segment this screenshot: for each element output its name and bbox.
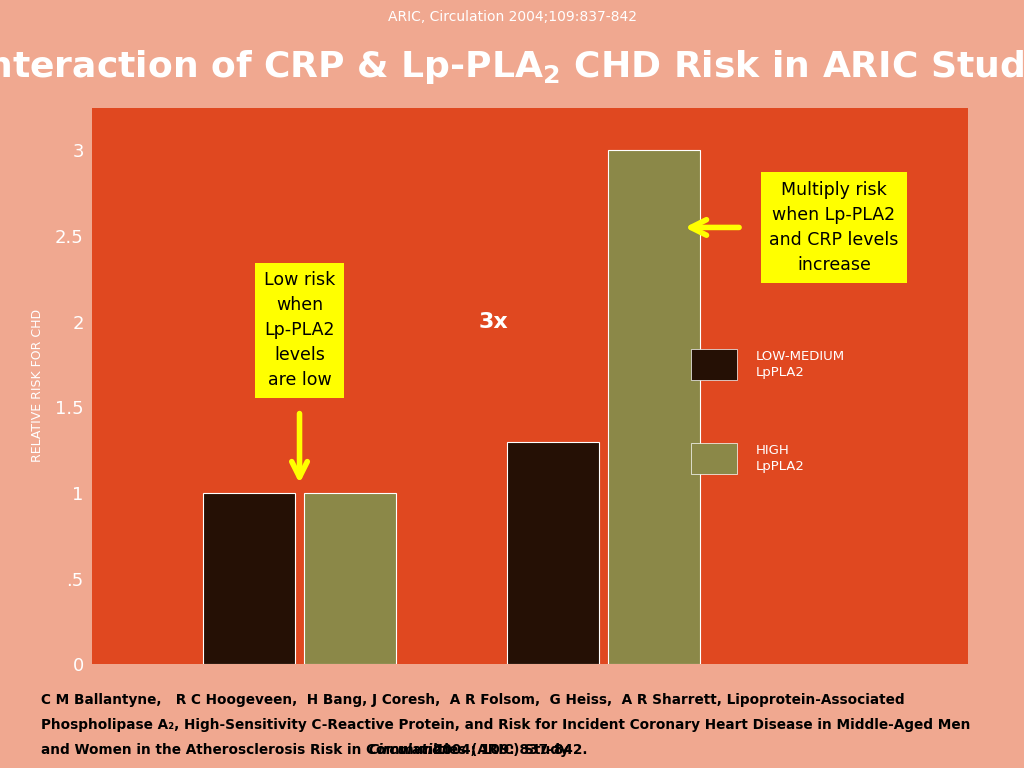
Text: 3x: 3x (478, 312, 508, 332)
Y-axis label: RELATIVE RISK FOR CHD: RELATIVE RISK FOR CHD (31, 310, 44, 462)
Text: HIGH
LpPLA2: HIGH LpPLA2 (756, 444, 805, 473)
Bar (608, 151, 700, 664)
Text: . 2004; 109: 837-842.: . 2004; 109: 837-842. (423, 743, 588, 757)
Bar (203, 493, 295, 664)
Text: ARIC, Circulation 2004;109:837-842: ARIC, Circulation 2004;109:837-842 (387, 10, 637, 25)
Bar (507, 442, 599, 664)
Text: Interaction of CRP & Lp-PLA$_{\mathbf{2}}$ CHD Risk in ARIC Study: Interaction of CRP & Lp-PLA$_{\mathbf{2}… (0, 48, 1024, 86)
Text: and Women in the Atherosclerosis Risk in Communities (ARIC) Study: and Women in the Atherosclerosis Risk in… (41, 743, 573, 757)
Bar (304, 493, 396, 664)
Bar (691, 443, 737, 474)
Text: Phospholipase A₂, High-Sensitivity C-Reactive Protein, and Risk for Incident Cor: Phospholipase A₂, High-Sensitivity C-Rea… (41, 718, 971, 732)
Text: Multiply risk
when Lp-PLA2
and CRP levels
increase: Multiply risk when Lp-PLA2 and CRP level… (769, 181, 899, 274)
Bar (691, 349, 737, 380)
Text: Circulation: Circulation (369, 743, 453, 757)
Text: C M Ballantyne,   R C Hoogeveen,  H Bang, J Coresh,  A R Folsom,  G Heiss,  A R : C M Ballantyne, R C Hoogeveen, H Bang, J… (41, 693, 904, 707)
Text: Low risk
when
Lp-PLA2
levels
are low: Low risk when Lp-PLA2 levels are low (264, 271, 335, 389)
Text: LOW-MEDIUM
LpPLA2: LOW-MEDIUM LpPLA2 (756, 350, 845, 379)
